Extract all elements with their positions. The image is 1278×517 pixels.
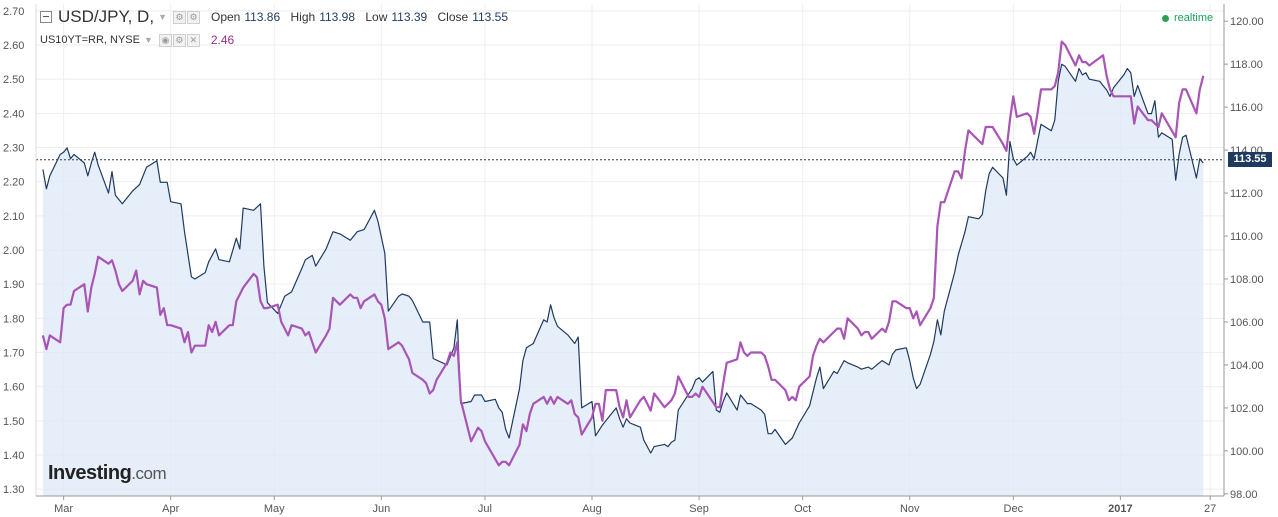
settings-icon[interactable]: ⚙ (172, 10, 186, 24)
right-tick-label: 106.00 (1230, 317, 1264, 329)
usdjpy-line (42, 63, 1204, 454)
chevron-down-icon[interactable]: ▼ (143, 35, 153, 45)
left-tick-label: 1.40 (3, 450, 24, 462)
realtime-indicator: realtime (1162, 12, 1213, 24)
last-price-tag: 113.55 (1228, 152, 1272, 168)
right-tick-label: 116.00 (1230, 102, 1263, 114)
left-tick-label: 1.80 (3, 313, 24, 325)
x-tick-label: Aug (582, 503, 602, 515)
overlay-symbol-header: US10YT=RR, NYSE ▼ ◉ ⚙ ✕ 2.46 (40, 33, 234, 47)
right-tick-label: 110.00 (1230, 231, 1263, 243)
overlay-value: 2.46 (210, 33, 235, 47)
right-tick-label: 120.00 (1230, 16, 1264, 28)
status-dot-icon (1162, 14, 1169, 22)
x-tick-label: 2017 (1108, 503, 1132, 515)
left-tick-label: 2.60 (3, 40, 24, 52)
high-value: 113.98 (319, 10, 355, 24)
right-tick-label: 108.00 (1230, 274, 1264, 286)
left-tick-label: 1.50 (3, 416, 24, 428)
left-tick-label: 1.60 (3, 382, 24, 394)
logo-name: Investing (48, 462, 132, 484)
x-tick-label: 27 (1204, 503, 1216, 515)
gear-icon[interactable]: ⚙ (186, 10, 200, 24)
x-tick-label: Apr (162, 503, 179, 515)
x-tick-label: Oct (794, 503, 811, 515)
x-tick-label: Mar (54, 503, 73, 515)
right-tick-label: 112.00 (1230, 188, 1263, 200)
close-label: Close (437, 10, 469, 24)
right-tick-label: 98.00 (1230, 489, 1258, 501)
left-tick-label: 2.50 (3, 74, 24, 86)
left-tick-label: 2.10 (3, 211, 24, 223)
x-tick-label: Jul (478, 503, 492, 515)
left-tick-label: 2.00 (3, 245, 24, 257)
series-layer (36, 40, 1224, 496)
close-value: 113.55 (472, 10, 509, 24)
x-tick-label: Nov (900, 503, 920, 515)
us10y-line (41, 40, 1205, 467)
low-label: Low (365, 10, 388, 24)
right-tick-label: 104.00 (1230, 360, 1264, 372)
visibility-icon[interactable]: ◉ (158, 33, 172, 47)
main-symbol-header: USD/JPY, D, ▼ ⚙ ⚙ Open 113.86 High 113.98 … (40, 7, 515, 27)
overlay-symbol-label[interactable]: US10YT=RR, NYSE (40, 34, 140, 46)
left-tick-label: 2.30 (3, 143, 24, 155)
x-tick-label: Sep (689, 503, 709, 515)
open-value: 113.86 (244, 10, 281, 24)
left-tick-label: 2.20 (3, 177, 24, 189)
left-tick-label: 1.90 (3, 279, 24, 291)
collapse-button[interactable] (40, 11, 52, 23)
main-symbol-label[interactable]: USD/JPY, D, (58, 7, 155, 26)
x-tick-label: Dec (1004, 503, 1024, 515)
left-tick-label: 1.70 (3, 348, 24, 360)
logo-suffix: .com (131, 464, 167, 483)
right-tick-label: 118.00 (1230, 59, 1263, 71)
left-tick-label: 2.70 (3, 6, 24, 18)
left-tick-label: 2.40 (3, 108, 24, 120)
axis-layer: 1.30 1.40 1.50 1.60 1.70 1.80 1.90 2.00 2.10 2.20… (3, 4, 1264, 515)
left-tick-label: 1.30 (3, 484, 24, 496)
gear-icon[interactable]: ⚙ (172, 33, 186, 47)
open-label: Open (210, 10, 241, 24)
chevron-down-icon[interactable]: ▼ (158, 12, 167, 22)
low-value: 113.39 (391, 10, 428, 24)
high-label: High (290, 10, 316, 24)
ohlc-readout: Open 113.86 High 113.98 Low 113.39 Close 113… (211, 10, 515, 24)
usdjpy-area (42, 64, 1204, 496)
x-tick-label: May (264, 503, 285, 515)
investing-logo: Investing.com (48, 462, 167, 485)
right-tick-label: 102.00 (1230, 403, 1264, 415)
right-tick-label: 100.00 (1230, 446, 1264, 458)
close-icon[interactable]: ✕ (186, 33, 200, 47)
realtime-label: realtime (1174, 12, 1214, 24)
x-tick-label: Jun (372, 503, 390, 515)
